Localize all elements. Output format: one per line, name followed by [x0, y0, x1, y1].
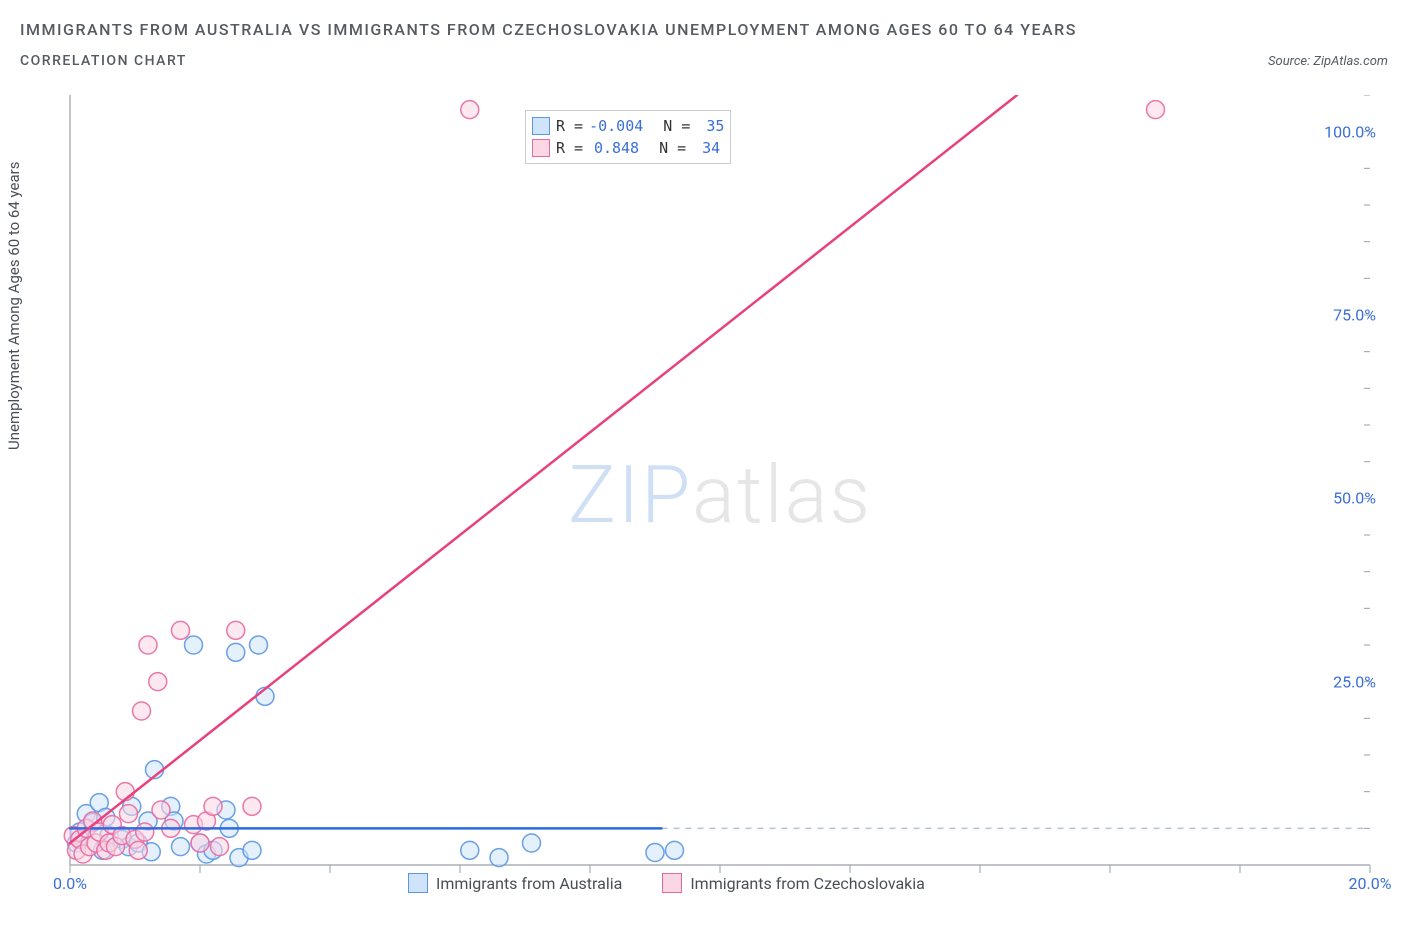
- series-swatch: [532, 117, 550, 135]
- r-label: R =: [556, 115, 583, 137]
- legend-label: Immigrants from Czechoslovakia: [690, 874, 925, 893]
- x-tick-label: 0.0%: [53, 874, 87, 893]
- n-label: N =: [659, 137, 686, 159]
- chart-title: IMMIGRANTS FROM AUSTRALIA VS IMMIGRANTS …: [20, 20, 1077, 39]
- chart-header: IMMIGRANTS FROM AUSTRALIA VS IMMIGRANTS …: [20, 20, 1077, 69]
- y-tick-label: 50.0%: [1333, 489, 1376, 508]
- y-axis-label: Unemployment Among Ages 60 to 64 years: [5, 162, 23, 450]
- n-label: N =: [663, 115, 690, 137]
- legend-label: Immigrants from Australia: [436, 874, 622, 893]
- stats-row: R = -0.004 N = 35: [532, 115, 724, 137]
- n-value: 35: [696, 115, 724, 137]
- y-tick-label: 75.0%: [1333, 306, 1376, 325]
- stats-legend-box: R =-0.004N =35R =0.848N =34: [525, 110, 731, 164]
- legend-swatch: [662, 873, 682, 893]
- legend-item: Immigrants from Australia: [408, 873, 622, 893]
- r-label: R =: [556, 137, 583, 159]
- y-tick-label: 100.0%: [1324, 122, 1376, 141]
- n-value: 34: [692, 137, 720, 159]
- scatter-chart-svg: [60, 95, 1380, 895]
- chart-area: ZIPatlas R =-0.004N =35R =0.848N =34 25.…: [60, 95, 1380, 895]
- series-swatch: [532, 139, 550, 157]
- stats-row: R = 0.848 N = 34: [532, 137, 724, 159]
- chart-subtitle: CORRELATION CHART: [20, 53, 1077, 69]
- r-value: -0.004: [589, 115, 643, 137]
- series-legend: Immigrants from Australia Immigrants from…: [408, 873, 1380, 893]
- r-value: 0.848: [589, 137, 639, 159]
- legend-swatch: [408, 873, 428, 893]
- y-tick-label: 25.0%: [1333, 672, 1376, 691]
- legend-item: Immigrants from Czechoslovakia: [662, 873, 925, 893]
- source-attribution: Source: ZipAtlas.com: [1268, 54, 1388, 69]
